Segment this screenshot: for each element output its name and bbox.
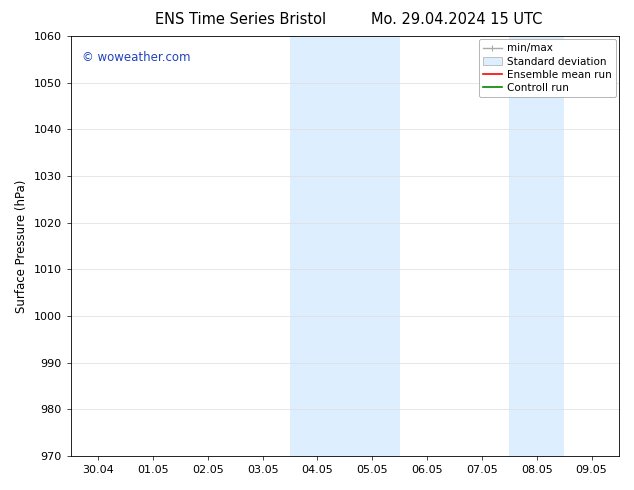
Bar [509,36,564,456]
Legend: min/max, Standard deviation, Ensemble mean run, Controll run: min/max, Standard deviation, Ensemble me… [479,39,616,97]
Bar [290,36,399,456]
Text: Mo. 29.04.2024 15 UTC: Mo. 29.04.2024 15 UTC [371,12,542,27]
Text: ENS Time Series Bristol: ENS Time Series Bristol [155,12,327,27]
Y-axis label: Surface Pressure (hPa): Surface Pressure (hPa) [15,179,28,313]
Text: © woweather.com: © woweather.com [82,51,190,64]
